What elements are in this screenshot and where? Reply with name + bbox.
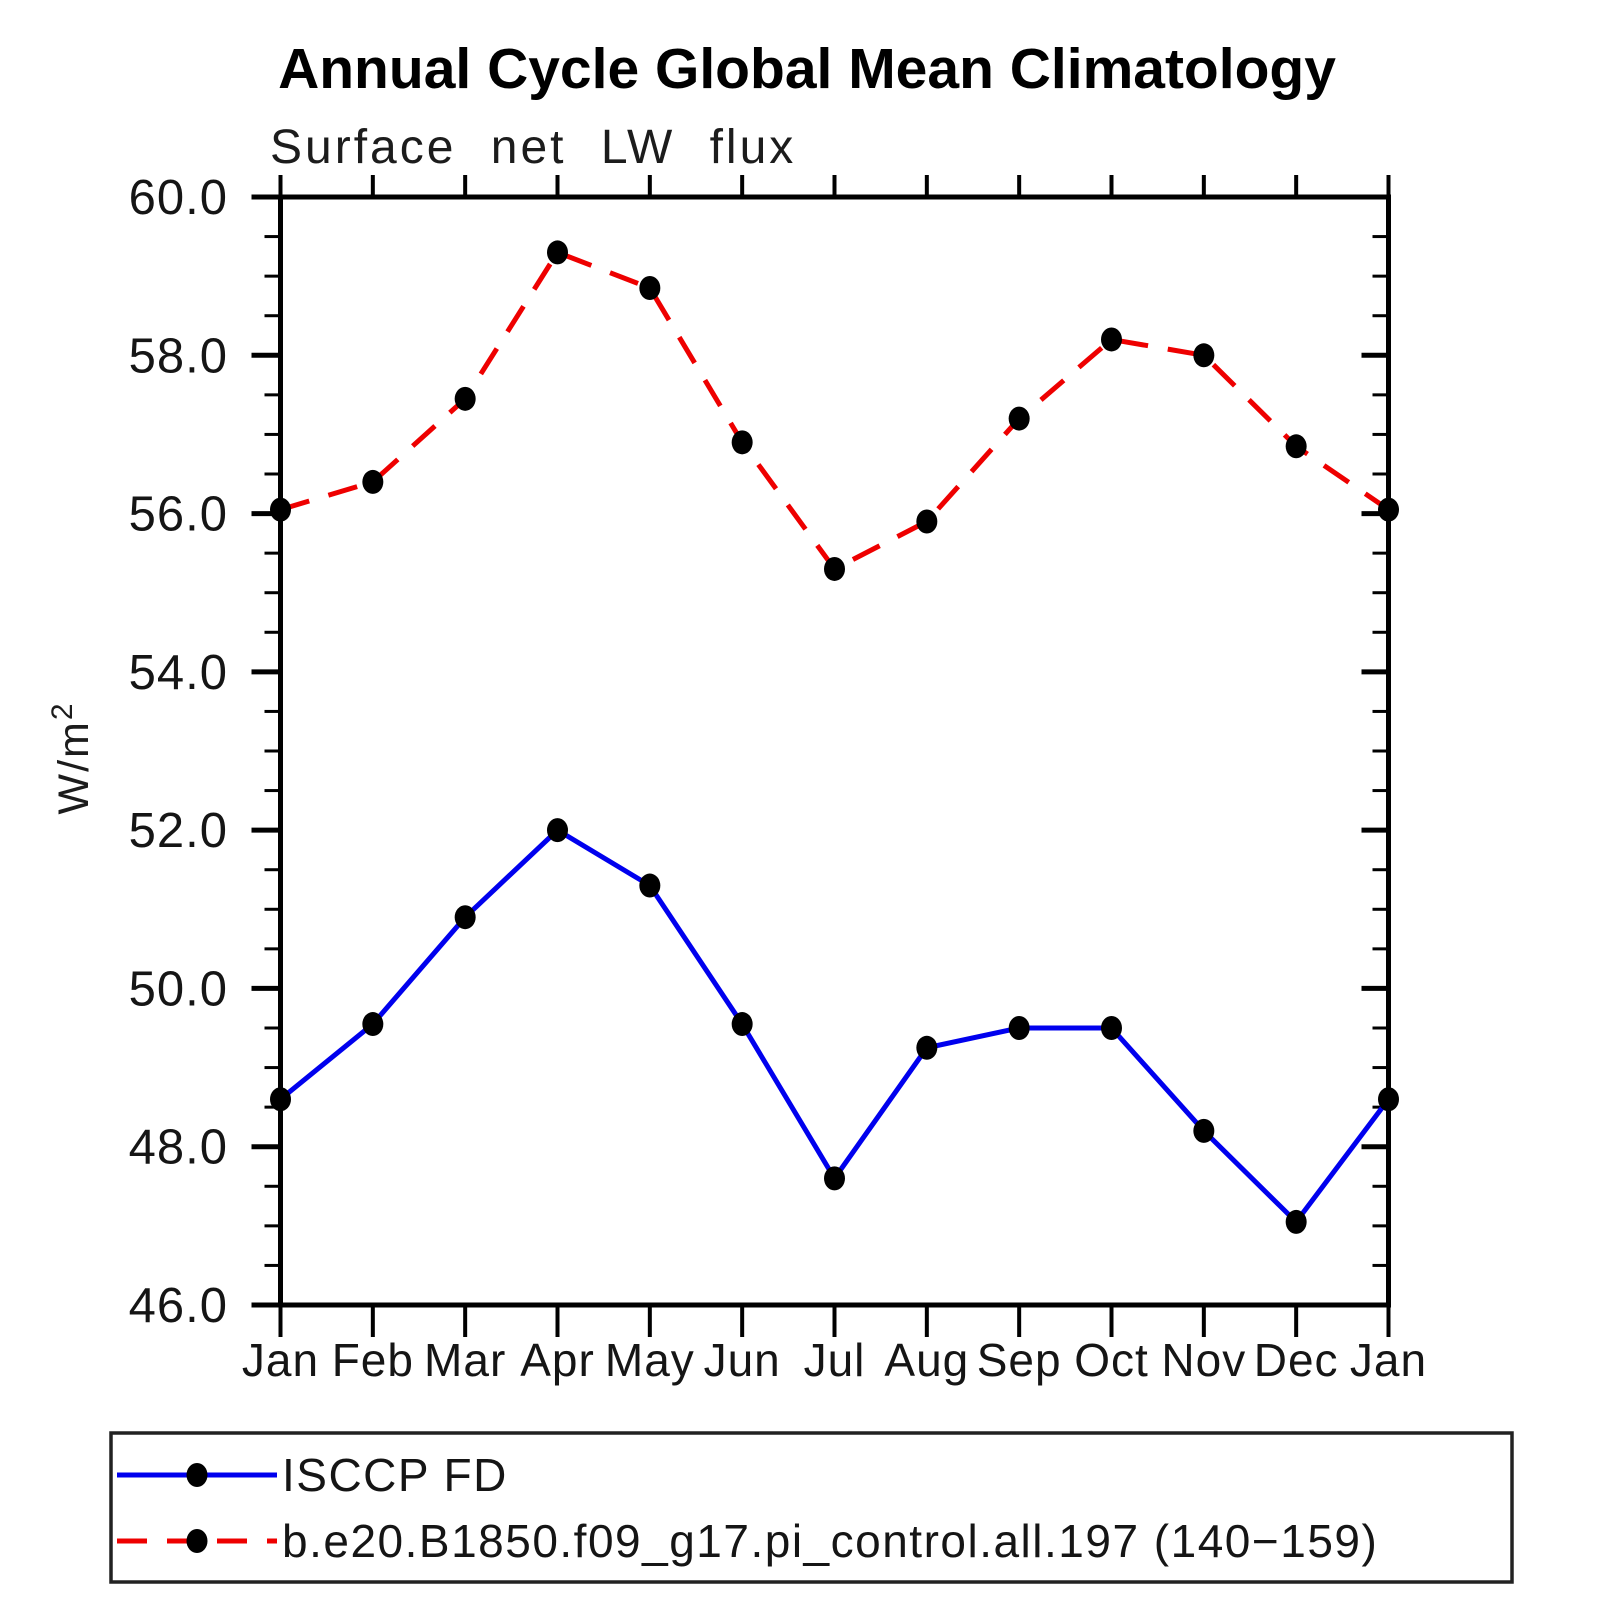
x-tick-label: Sep — [977, 1334, 1062, 1386]
y-tick-label: 50.0 — [129, 962, 228, 1016]
data-point-marker-series-1 — [547, 240, 568, 265]
x-tick-label: Apr — [520, 1334, 595, 1386]
y-axis-label: W/m2 — [46, 701, 98, 814]
data-point-marker-series-0 — [916, 1035, 938, 1060]
data-point-marker-series-1 — [1008, 406, 1030, 431]
x-tick-label: Nov — [1161, 1334, 1246, 1386]
legend-marker-dot — [186, 1529, 208, 1553]
svg-text:W/m2: W/m2 — [46, 701, 98, 814]
chart-subtitle: Surface net LW flux — [270, 121, 796, 174]
y-tick-label: 52.0 — [129, 804, 228, 858]
data-point-marker-series-0 — [639, 873, 661, 898]
data-point-marker-series-0 — [824, 1166, 845, 1191]
data-point-marker-series-1 — [1378, 497, 1399, 522]
data-point-marker-series-1 — [270, 497, 291, 522]
x-tick-label: Jan — [1350, 1334, 1427, 1386]
data-point-marker-series-0 — [1101, 1016, 1122, 1040]
data-point-marker-series-0 — [362, 1012, 384, 1037]
legend-item: b.e20.B1850.f09_g17.pi_control.all.197 (… — [117, 1515, 1378, 1567]
data-point-marker-series-1 — [1193, 343, 1215, 368]
y-tick-label: 48.0 — [129, 1121, 228, 1175]
data-point-marker-series-0 — [731, 1012, 753, 1037]
data-point-marker-series-0 — [1193, 1118, 1215, 1143]
x-tick-label: Aug — [884, 1334, 969, 1386]
y-tick-label: 56.0 — [129, 488, 228, 542]
data-point-marker-series-1 — [916, 509, 938, 534]
legend-marker-dot — [186, 1463, 208, 1487]
data-point-marker-series-1 — [731, 430, 753, 455]
legend-item: ISCCP FD — [117, 1449, 508, 1501]
data-point-marker-series-1 — [1285, 434, 1307, 459]
data-point-marker-series-0 — [270, 1087, 291, 1112]
plot-frame — [278, 194, 1391, 1308]
x-tick-label: May — [605, 1334, 695, 1386]
x-tick-label: Jun — [704, 1334, 781, 1386]
data-point-marker-series-0 — [454, 905, 476, 930]
legend: ISCCP FD b.e20.B1850.f09_g17.pi_control.… — [109, 1431, 1514, 1584]
data-point-marker-series-0 — [1285, 1209, 1307, 1234]
data-point-marker-series-1 — [362, 469, 384, 494]
data-point-marker-series-1 — [454, 386, 476, 411]
data-point-marker-series-1 — [639, 276, 661, 301]
series-line-1 — [279, 249, 1390, 573]
y-tick-label: 60.0 — [129, 171, 228, 225]
data-point-marker-series-0 — [1008, 1016, 1030, 1040]
series-line-0 — [278, 827, 1391, 1226]
x-tick-label: Jul — [804, 1334, 866, 1386]
y-tick-label: 46.0 — [129, 1279, 228, 1333]
y-tick-label: 58.0 — [129, 329, 228, 383]
y-tick-label: 54.0 — [129, 646, 228, 700]
data-point-marker-series-0 — [547, 818, 568, 843]
data-point-marker-series-0 — [1378, 1087, 1399, 1112]
data-point-marker-series-1 — [1101, 327, 1122, 352]
legend-label: ISCCP FD — [282, 1449, 508, 1501]
x-tick-label: Jan — [242, 1334, 319, 1386]
data-point-marker-series-1 — [824, 556, 845, 581]
x-tick-label: Feb — [332, 1334, 414, 1386]
x-tick-label: Oct — [1074, 1334, 1149, 1386]
x-tick-label: Mar — [424, 1334, 506, 1386]
legend-label: b.e20.B1850.f09_g17.pi_control.all.197 (… — [282, 1515, 1378, 1567]
x-tick-label: Dec — [1254, 1334, 1339, 1386]
chart-title: Annual Cycle Global Mean Climatology — [278, 37, 1336, 101]
legend-box — [109, 1431, 1514, 1584]
